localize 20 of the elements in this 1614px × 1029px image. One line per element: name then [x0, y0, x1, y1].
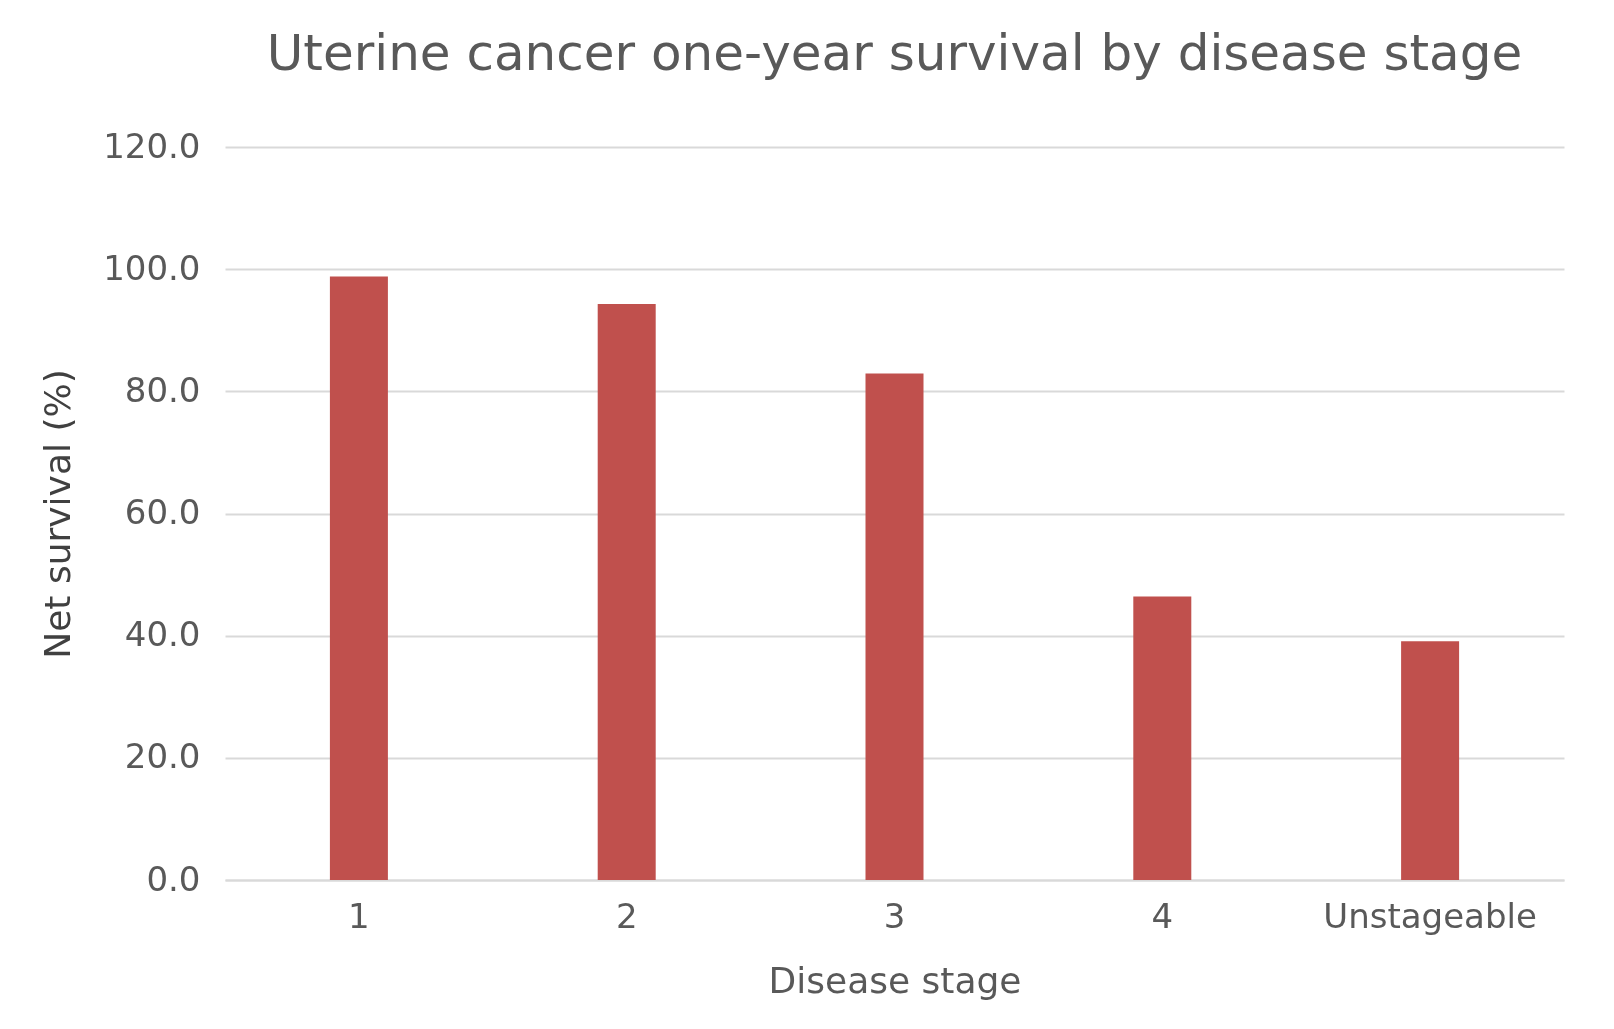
x-tick-label: 3	[883, 895, 906, 936]
bar	[597, 303, 656, 880]
x-tick-label: 4	[1151, 895, 1174, 936]
y-tick-label: 100.0	[103, 247, 201, 288]
bar	[1401, 641, 1460, 880]
x-tick-label: 2	[615, 895, 638, 936]
bar	[1133, 596, 1192, 880]
y-axis-title: Net survival (%)	[37, 369, 79, 659]
chart-title: Uterine cancer one-year survival by disease stage	[266, 24, 1523, 82]
x-tick-label: 1	[348, 895, 370, 936]
y-tick-label: 40.0	[124, 614, 201, 655]
bar	[865, 373, 924, 880]
y-tick-label: 120.0	[103, 125, 201, 166]
y-tick-label: 0.0	[146, 858, 201, 899]
y-tick-label: 80.0	[124, 369, 201, 410]
x-axis-title: Disease stage	[768, 959, 1022, 1001]
y-tick-label: 60.0	[124, 492, 201, 532]
y-tick-label: 20.0	[124, 736, 201, 777]
x-tick-label: Unstageable	[1323, 895, 1537, 936]
bar	[329, 276, 388, 880]
